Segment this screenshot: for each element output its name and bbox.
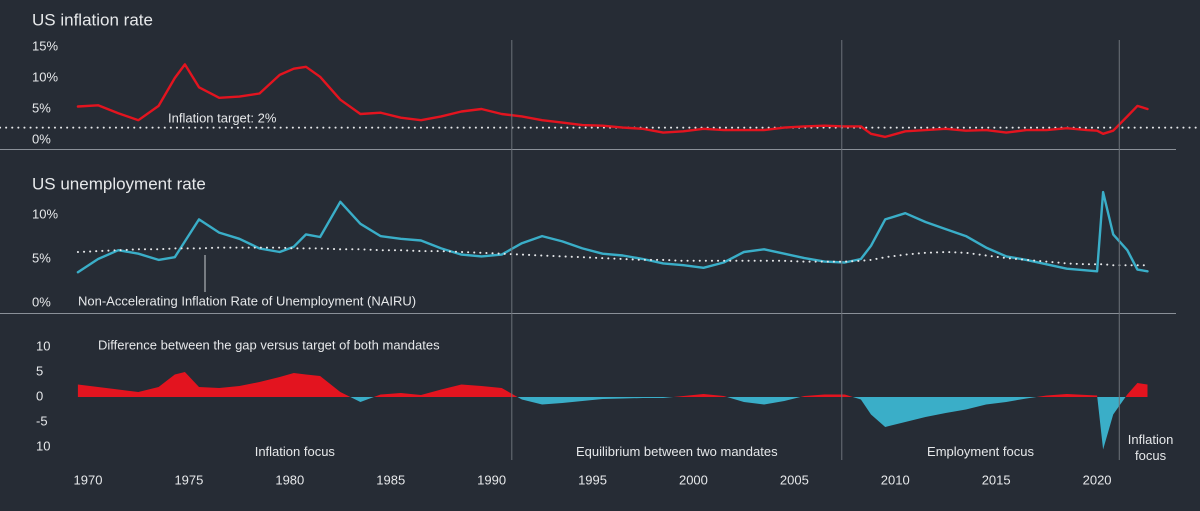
y-tick-label: 0 (36, 388, 43, 403)
x-tick-label: 2015 (982, 472, 1011, 487)
positive-area (77, 372, 1148, 397)
region-label: Inflation focus (254, 444, 335, 459)
y-tick-label: 5% (32, 100, 51, 115)
x-tick-label: 1990 (477, 472, 506, 487)
y-tick-label: 15% (32, 38, 58, 53)
x-tick-label: 1985 (376, 472, 405, 487)
x-tick-label: 2010 (881, 472, 910, 487)
data-line (76, 63, 1149, 139)
y-tick-label: 10% (32, 206, 58, 221)
y-tick-label: -5 (36, 413, 48, 428)
y-tick-label: 0% (32, 294, 51, 309)
data-line (76, 190, 1149, 274)
x-tick-label: 1980 (275, 472, 304, 487)
x-tick-label: 1970 (74, 472, 103, 487)
x-tick-label: 1995 (578, 472, 607, 487)
region-label: Employment focus (927, 444, 1034, 459)
x-tick-label: 1975 (174, 472, 203, 487)
x-tick-label: 2000 (679, 472, 708, 487)
target-annotation: Inflation target: 2% (168, 110, 277, 125)
y-tick-label: 5% (32, 250, 51, 265)
x-tick-label: 2020 (1083, 472, 1112, 487)
y-tick-label: 0% (32, 131, 51, 146)
y-tick-label: 5 (36, 363, 43, 378)
region-label: Inflation focus (1127, 432, 1174, 463)
x-tick-label: 2005 (780, 472, 809, 487)
y-tick-label: 10 (36, 338, 50, 353)
y-tick-label: 10% (32, 69, 58, 84)
region-label: Equilibrium between two mandates (575, 444, 778, 459)
negative-area (77, 397, 1148, 450)
chart-title: US unemployment rate (32, 174, 206, 193)
y-tick-label: 10 (36, 438, 50, 453)
chart-title: US inflation rate (32, 10, 153, 29)
series-label: Non-Accelerating Inflation Rate of Unemp… (78, 293, 416, 308)
annotation: Difference between the gap versus target… (98, 337, 440, 352)
nairu-line (76, 246, 1149, 267)
